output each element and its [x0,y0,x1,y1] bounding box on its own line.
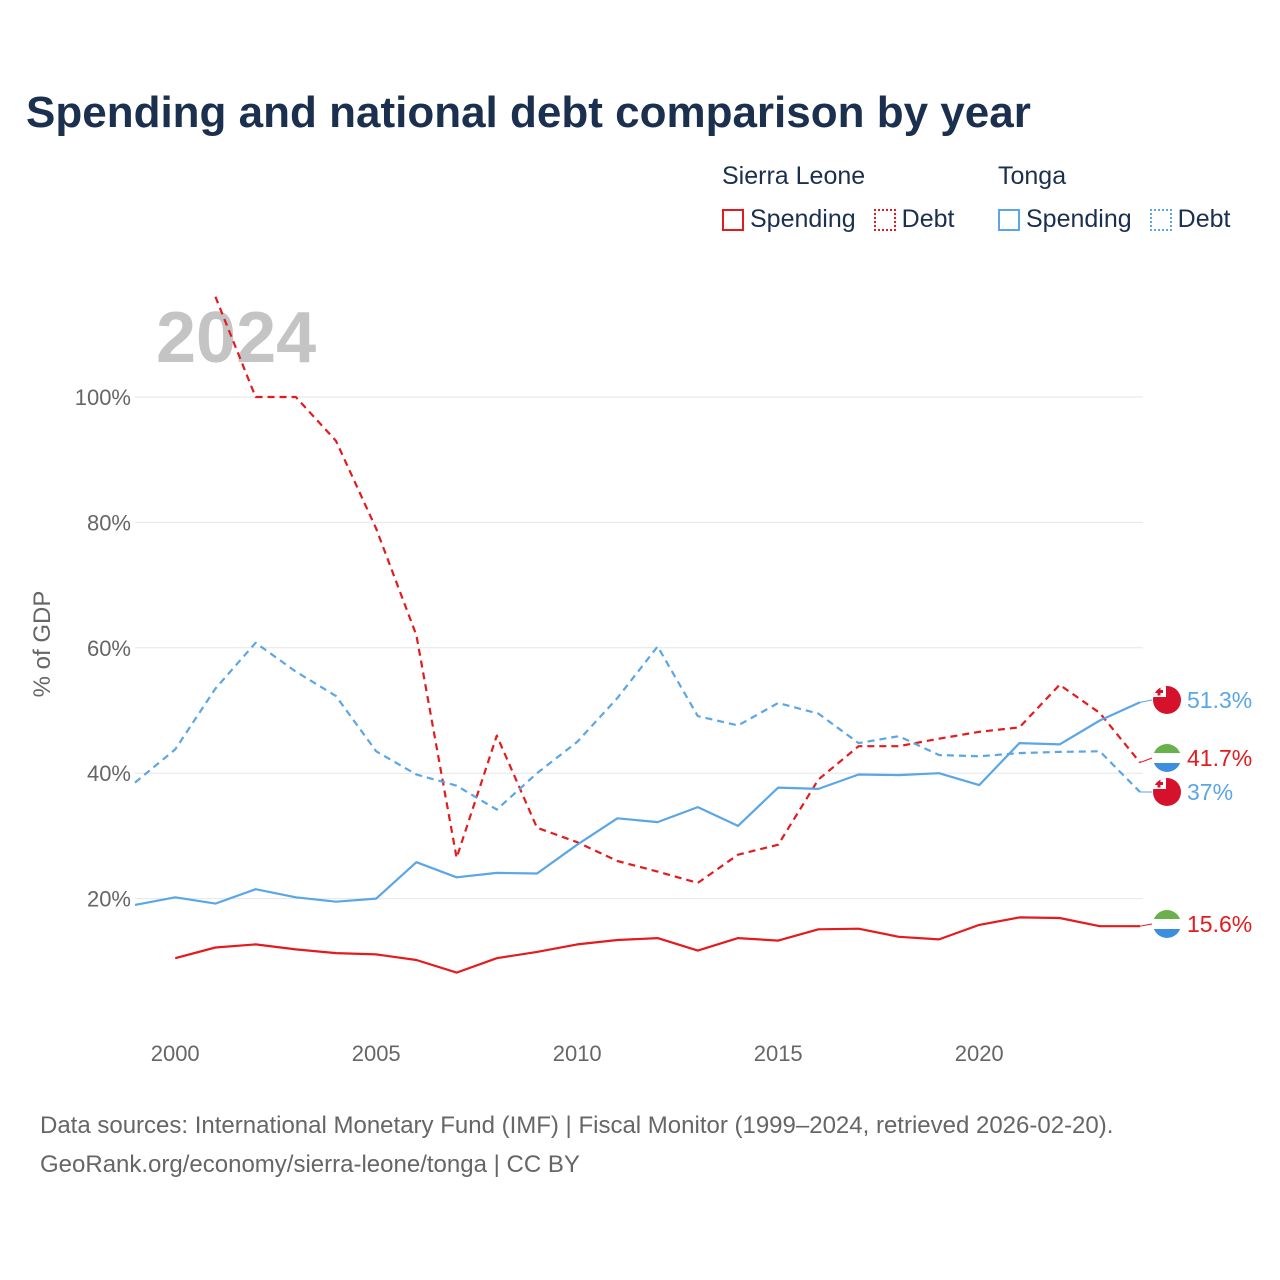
x-tick-label: 2010 [553,1041,602,1066]
end-leader-line [1139,699,1153,703]
legend-group-sierra-leone: Sierra Leone Spending Debt [722,162,954,234]
x-tick-label: 2005 [352,1041,401,1066]
year-watermark: 2024 [156,298,316,378]
end-marker-layer: 51.3% 41.7% 37% 15.6% [1139,686,1252,938]
end-value-label: 15.6% [1187,911,1252,937]
sources-line-1: Data sources: International Monetary Fun… [40,1112,1114,1139]
tonga-flag-icon [1153,686,1181,714]
legend-country-label: Tonga [998,162,1067,190]
end-leader-line [1139,923,1153,927]
end-leader-line [1139,757,1153,764]
series-layer [134,296,1141,974]
chart-title: Spending and national debt comparison by… [26,88,1031,137]
sierra-leone-flag-icon [1153,744,1181,772]
legend-item-label: Spending [750,205,856,233]
y-tick-label: 100% [75,385,131,410]
legend-swatch-solid [998,208,1020,231]
legend-item-tonga-spending[interactable]: Spending [998,205,1132,234]
series-line-tonga-spending[interactable] [134,701,1141,906]
y-tick-label: 20% [87,887,131,912]
y-tick-label: 60% [87,636,131,661]
legend-item-tonga-debt[interactable]: Debt [1149,205,1231,234]
series-line-tonga-debt[interactable] [134,641,1141,811]
legend-item-label: Debt [1177,205,1231,233]
x-tick-label: 2020 [955,1041,1004,1066]
end-value-label: 51.3% [1187,687,1252,713]
series-line-sierra-leone-debt[interactable] [214,296,1141,885]
sierra-leone-flag-icon [1153,910,1181,938]
legend-swatch-dotted [873,208,896,231]
sources-line-2: GeoRank.org/economy/sierra-leone/tonga |… [40,1151,580,1178]
end-value-label: 41.7% [1187,745,1252,771]
end-value-label: 37% [1187,779,1233,805]
legend-item-label: Debt [901,205,955,233]
y-axis-label: % of GDP [29,591,56,698]
x-tick-label: 2015 [754,1041,803,1066]
y-tick-label: 40% [87,761,131,786]
legend-group-tonga: Tonga Spending Debt [998,162,1230,234]
tonga-flag-icon [1153,778,1181,806]
x-tick-label: 2000 [151,1041,200,1066]
series-line-sierra-leone-spending[interactable] [174,916,1140,974]
data-sources: Data sources: International Monetary Fun… [40,1106,1113,1184]
legend-swatch-dotted [1149,208,1172,231]
legend-swatch-solid [722,208,744,231]
legend-country-label: Sierra Leone [722,162,866,190]
grid-layer [135,396,1143,900]
legend-item-label: Spending [1026,205,1132,233]
legend-item-sierra-leone-spending[interactable]: Spending [722,205,856,234]
axis-layer: 20% 40% 60% 80% 100% 2000 2005 2010 2015 2020 [75,385,1004,1066]
y-tick-label: 80% [87,510,131,535]
legend-item-sierra-leone-debt[interactable]: Debt [873,205,955,234]
